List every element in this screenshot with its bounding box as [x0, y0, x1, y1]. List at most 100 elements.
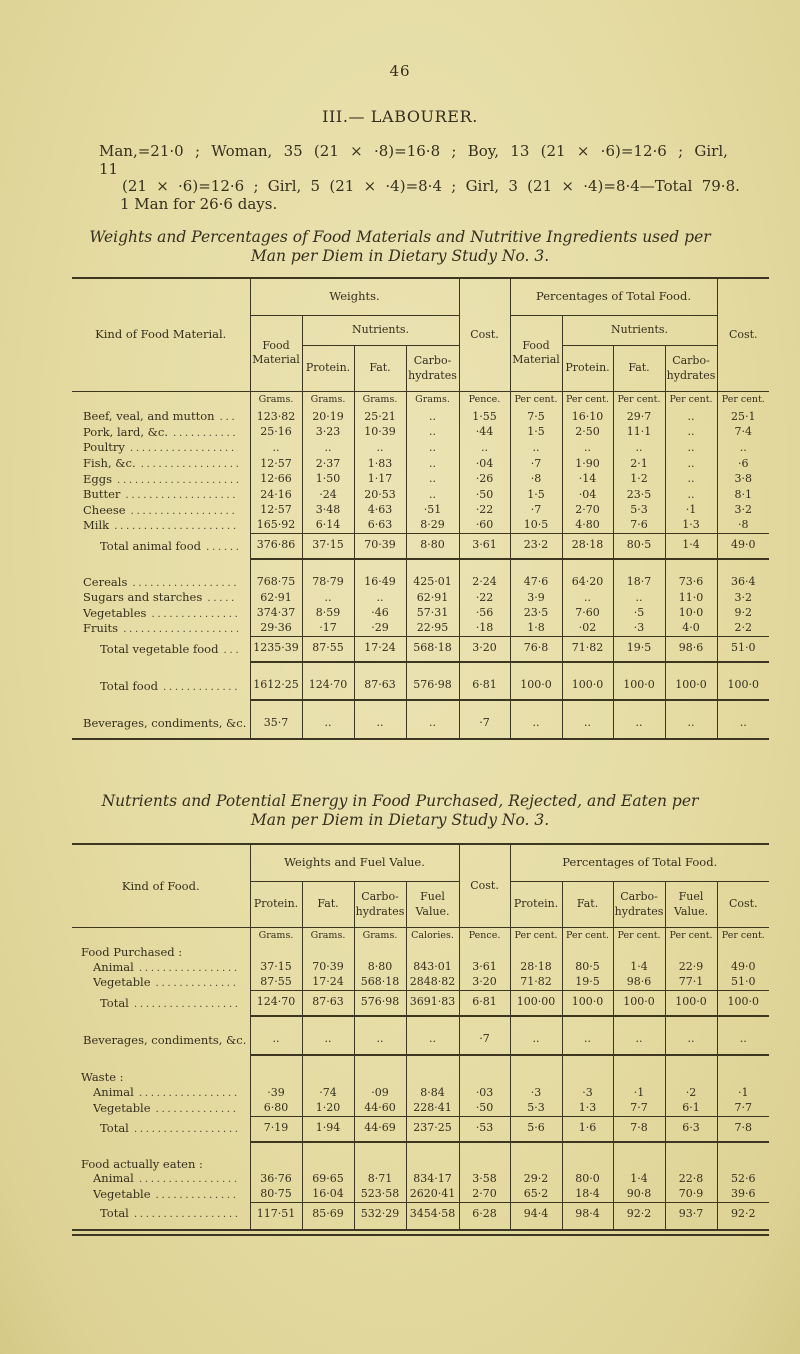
- unit-label: Per cent.: [561, 926, 614, 944]
- value-cell: 100·00: [509, 990, 563, 1018]
- row-label-text: Total food: [100, 679, 158, 693]
- value-cell: [716, 1141, 770, 1172]
- value-cell: 22·9: [664, 959, 718, 976]
- value-cell: ..: [405, 700, 459, 740]
- header-cost-percent: Cost.: [716, 278, 770, 392]
- value-cell: ..: [664, 487, 718, 503]
- intro-line: (21 × ·6)=12·6 ; Girl, 5 (21 × ·4)=8·4 ;…: [122, 177, 740, 195]
- value-cell: ·29: [353, 621, 406, 637]
- value-cell: 100·0: [509, 662, 562, 702]
- leader-dots: ........................................…: [133, 1208, 238, 1221]
- leader-dots: ........................................…: [140, 457, 238, 470]
- value-cell: 6·14: [301, 518, 354, 534]
- value-cell: 23·5: [509, 605, 562, 622]
- value-cell: 18·7: [612, 559, 665, 591]
- value-cell: [509, 943, 563, 960]
- value-cell: 8·1: [716, 487, 770, 503]
- units-row: Grams. Grams. Grams. Grams. Pence. Per c…: [72, 390, 770, 408]
- value-cell: [561, 1141, 614, 1172]
- value-cell: 51·0: [716, 636, 770, 664]
- table-row: Total vegetable food....................…: [72, 636, 770, 664]
- value-cell: 124·70: [249, 990, 302, 1018]
- header-weights-group: Weights.: [249, 278, 459, 316]
- value-cell: ..: [249, 1016, 302, 1057]
- value-cell: 2·50: [561, 424, 613, 441]
- value-cell: [301, 1141, 354, 1172]
- value-cell: 1·20: [301, 1100, 354, 1117]
- value-cell: 3·23: [301, 424, 354, 441]
- leader-dots: ........................................…: [219, 411, 238, 424]
- value-cell: 10·0: [664, 605, 718, 622]
- value-cell: ·74: [301, 1084, 354, 1101]
- row-label-text: Animal: [93, 1085, 134, 1099]
- table-row: Beverages, condiments, &c...............…: [72, 700, 770, 740]
- value-cell: 7·8: [612, 1115, 666, 1143]
- value-cell: [458, 1055, 511, 1085]
- value-cell: 4·0: [664, 621, 718, 637]
- row-label-text: Total: [100, 1207, 129, 1221]
- value-cell: 2·24: [458, 559, 510, 591]
- unit-label: Calories.: [405, 926, 460, 944]
- value-cell: 4·80: [561, 518, 613, 534]
- header-nutrients-percent: Nutrients.: [561, 315, 718, 347]
- table-row: Fish, &c................................…: [72, 455, 770, 472]
- table-row: Vegetable...............................…: [72, 975, 770, 991]
- unit-label: Grams.: [301, 390, 354, 408]
- value-cell: ..: [353, 590, 406, 606]
- value-cell: 17·24: [301, 975, 354, 991]
- value-cell: 77·1: [664, 975, 718, 991]
- value-cell: 35·7: [249, 700, 302, 740]
- row-label: Animal..................................…: [72, 960, 250, 976]
- value-cell: ..: [249, 440, 302, 456]
- value-cell: 37·15: [249, 959, 302, 976]
- table-row: Vegetable...............................…: [72, 1186, 770, 1203]
- value-cell: ·2: [664, 1084, 718, 1101]
- value-cell: 100·0: [612, 990, 666, 1018]
- value-cell: ·3: [612, 621, 665, 637]
- value-cell: 124·70: [301, 662, 354, 702]
- table-row: Total...................................…: [72, 990, 770, 1018]
- value-cell: 11·0: [664, 590, 718, 606]
- value-cell: ..: [353, 700, 406, 740]
- value-cell: [509, 1141, 563, 1172]
- value-cell: 25·21: [353, 407, 406, 425]
- row-label: Butter..................................…: [72, 487, 250, 503]
- value-cell: 70·9: [664, 1186, 718, 1203]
- value-cell: 78·79: [301, 559, 354, 591]
- value-cell: 9·2: [716, 605, 770, 622]
- value-cell: 29·36: [249, 621, 302, 637]
- value-cell: 85·69: [301, 1201, 354, 1233]
- header-weights-fuel-group: Weights and Fuel Value.: [249, 844, 460, 883]
- row-label: Food Purchased :: [72, 943, 250, 960]
- header-fat-percent: Fat.: [561, 881, 614, 928]
- value-cell: ·56: [458, 605, 510, 622]
- value-cell: 3691·83: [405, 990, 460, 1018]
- page-number: 46: [389, 62, 411, 80]
- table-row: Milk....................................…: [72, 518, 770, 534]
- row-label: Vegetable...............................…: [72, 975, 250, 991]
- value-cell: 19·5: [561, 975, 614, 991]
- value-cell: ·18: [458, 621, 510, 637]
- header-protein: Protein.: [301, 345, 354, 392]
- value-cell: 7·6: [612, 518, 665, 534]
- header-kind-of-food: Kind of Food.: [121, 878, 200, 893]
- value-cell: 576·98: [405, 662, 459, 702]
- value-cell: 1·17: [353, 471, 406, 488]
- leader-dots: ........................................…: [117, 473, 238, 486]
- value-cell: 87·63: [353, 662, 406, 702]
- leader-dots: ........................................…: [138, 1173, 238, 1186]
- leader-dots: ........................................…: [162, 680, 238, 693]
- value-cell: 1·50: [301, 471, 354, 488]
- value-cell: 44·69: [353, 1115, 406, 1143]
- value-cell: 1·4: [612, 959, 666, 976]
- table-row: Pork, lard, &c..........................…: [72, 424, 770, 441]
- row-label-text: Milk: [83, 519, 110, 533]
- value-cell: ..: [664, 1016, 718, 1057]
- value-cell: 49·0: [716, 533, 770, 561]
- value-cell: ..: [612, 590, 665, 606]
- unit-label: Grams.: [405, 390, 459, 408]
- units-spacer: [72, 926, 250, 944]
- unit-label: Grams.: [353, 390, 406, 408]
- units-row: Grams. Grams. Grams. Calories. Pence. Pe…: [72, 926, 770, 944]
- value-cell: [716, 943, 770, 960]
